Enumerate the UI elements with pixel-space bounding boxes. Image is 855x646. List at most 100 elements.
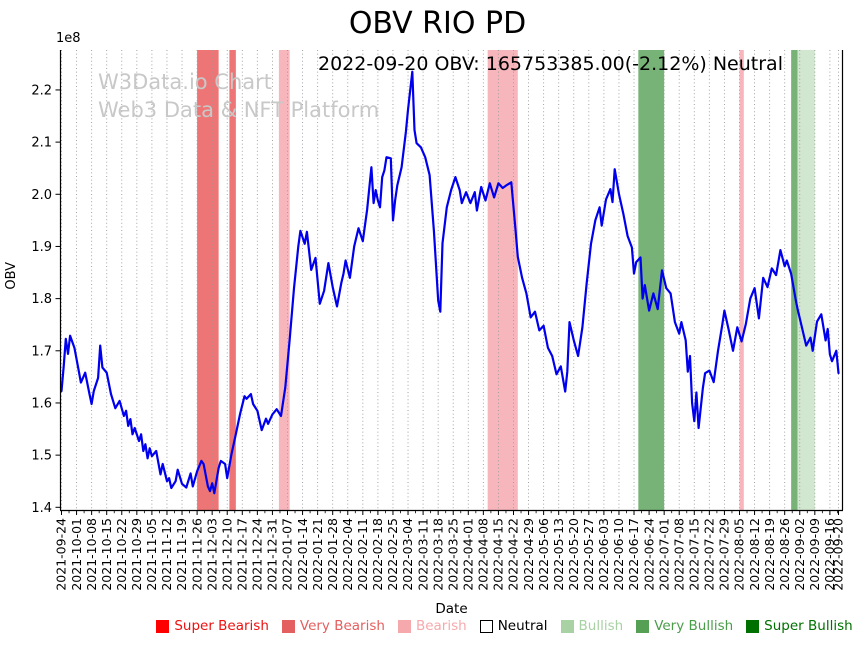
x-tick-label: 2022-03-25 xyxy=(445,518,460,591)
last-value-annotation: 2022-09-20 OBV: 165753385.00(-2.12%) Neu… xyxy=(318,53,783,75)
signal-band xyxy=(797,50,815,510)
y-tick-label: 1.4 xyxy=(31,501,52,516)
legend-label: Very Bullish xyxy=(654,618,734,634)
x-tick-label: 2022-09-16 xyxy=(822,518,837,591)
y-tick-label: 1.9 xyxy=(31,240,52,255)
x-tick-label: 2022-03-18 xyxy=(430,518,445,591)
x-tick-label: 2022-05-20 xyxy=(566,518,581,591)
y-tick-label: 1.6 xyxy=(31,396,52,411)
x-tick-label: 2021-10-15 xyxy=(99,518,114,591)
x-tick-label: 2022-08-05 xyxy=(732,518,747,591)
legend-item-super-bearish: Super Bearish xyxy=(156,618,269,634)
legend-swatch-icon xyxy=(636,619,650,633)
signal-band xyxy=(487,50,518,510)
y-tick-label: 2.0 xyxy=(31,188,52,203)
x-tick-label: 2022-07-22 xyxy=(702,518,717,591)
legend-label: Super Bearish xyxy=(174,618,269,634)
x-tick-label: 2022-09-02 xyxy=(792,518,807,591)
x-tick-label: 2021-10-01 xyxy=(69,518,84,591)
legend-item-bullish: Bullish xyxy=(560,618,624,634)
x-tick-label: 2021-12-03 xyxy=(204,518,219,591)
x-tick-label: 2022-07-01 xyxy=(656,518,671,591)
watermark: W3Data.io Chart Web3 Data & NFT Platform xyxy=(98,68,379,124)
x-tick-label: 2022-08-19 xyxy=(762,518,777,591)
x-tick-label: 2021-12-24 xyxy=(250,518,265,591)
x-tick-label: 2021-09-24 xyxy=(54,518,69,591)
x-tick-label: 2022-06-17 xyxy=(626,518,641,591)
x-tick-label: 2022-04-01 xyxy=(460,518,475,591)
x-tick-label: 2021-11-05 xyxy=(144,518,159,591)
x-tick-label: 2022-02-25 xyxy=(385,518,400,591)
y-tick-label: 1.7 xyxy=(31,344,52,359)
x-axis-label: Date xyxy=(435,601,468,617)
x-tick-label: 2022-07-15 xyxy=(686,518,701,591)
legend-swatch-icon xyxy=(397,619,411,633)
y-axis-scale-label: 1e8 xyxy=(56,31,81,46)
x-tick-label: 2022-04-29 xyxy=(521,518,536,591)
signal-band xyxy=(791,50,798,510)
x-tick-label: 2022-06-24 xyxy=(641,518,656,591)
x-tick-label: 2022-01-21 xyxy=(310,518,325,591)
y-axis-label: OBV xyxy=(4,262,19,290)
y-tick-label: 1.5 xyxy=(31,449,52,464)
legend-label: Bullish xyxy=(578,618,624,634)
x-tick-label: 2022-07-29 xyxy=(717,518,732,591)
legend-item-very-bullish: Very Bullish xyxy=(636,618,733,634)
signal-band xyxy=(229,50,236,510)
x-tick-label: 2022-02-18 xyxy=(370,518,385,591)
signal-band xyxy=(197,50,219,510)
signal-legend: Super Bearish Very Bearish Bearish Neutral B… xyxy=(154,618,855,634)
x-tick-label: 2021-12-10 xyxy=(219,518,234,591)
obv-line xyxy=(60,70,840,495)
y-tick-label: 2.1 xyxy=(31,136,52,151)
signal-band xyxy=(278,50,290,510)
watermark-line1: W3Data.io Chart xyxy=(98,70,273,94)
x-tick-label: 2021-10-08 xyxy=(84,518,99,591)
y-tick-label: 1.8 xyxy=(31,292,52,307)
legend-item-super-bullish: Super Bullish xyxy=(746,618,853,634)
x-tick-label: 2022-05-06 xyxy=(536,518,551,591)
x-tick-label: 2022-03-11 xyxy=(415,518,430,591)
legend-swatch-icon xyxy=(746,619,760,633)
legend-item-very-bearish: Very Bearish xyxy=(281,618,385,634)
legend-swatch-icon xyxy=(560,619,574,633)
x-tick-label: 2022-01-14 xyxy=(295,518,310,591)
x-tick-label: 2022-09-09 xyxy=(807,518,822,591)
legend-item-bearish: Bearish xyxy=(397,618,467,634)
x-tick-label: 2022-05-13 xyxy=(551,518,566,591)
x-tick-label: 2022-01-28 xyxy=(325,518,340,591)
legend-swatch-icon xyxy=(156,619,170,633)
legend-label: Very Bearish xyxy=(299,618,385,634)
x-tick-label: 2022-02-04 xyxy=(340,518,355,591)
legend-swatch-icon xyxy=(479,619,493,633)
x-tick-label: 2022-02-11 xyxy=(355,518,370,591)
x-tick-label: 2022-05-27 xyxy=(581,518,596,591)
chart-title: OBV RIO PD xyxy=(348,6,527,41)
legend-label: Neutral xyxy=(497,618,548,634)
x-tick-label: 2021-11-12 xyxy=(159,518,174,591)
x-tick-label: 2022-06-10 xyxy=(611,518,626,591)
legend-swatch-icon xyxy=(281,619,295,633)
x-tick-label: 2021-10-22 xyxy=(114,518,129,591)
x-tick-label: 2022-08-12 xyxy=(747,518,762,591)
x-tick-label: 2022-09-20 xyxy=(831,518,846,591)
x-tick-label: 2022-04-15 xyxy=(491,518,506,591)
x-tick-label: 2022-01-07 xyxy=(280,518,295,591)
legend-item-neutral: Neutral xyxy=(479,618,548,634)
signal-band xyxy=(739,50,744,510)
x-tick-label: 2021-11-19 xyxy=(174,518,189,591)
x-tick-label: 2022-08-26 xyxy=(777,518,792,591)
x-tick-label: 2022-06-03 xyxy=(596,518,611,591)
x-tick-label: 2022-04-22 xyxy=(506,518,521,591)
x-tick-label: 2021-12-17 xyxy=(234,518,249,591)
legend-label: Super Bullish xyxy=(764,618,853,634)
x-tick-label: 2022-03-04 xyxy=(400,518,415,591)
x-tick-label: 2021-11-26 xyxy=(189,518,204,591)
x-tick-label: 2021-10-29 xyxy=(129,518,144,591)
x-tick-label: 2022-04-08 xyxy=(476,518,491,591)
watermark-line2: Web3 Data & NFT Platform xyxy=(98,98,380,122)
x-tick-label: 2022-07-08 xyxy=(671,518,686,591)
x-tick-label: 2021-12-31 xyxy=(265,518,280,591)
